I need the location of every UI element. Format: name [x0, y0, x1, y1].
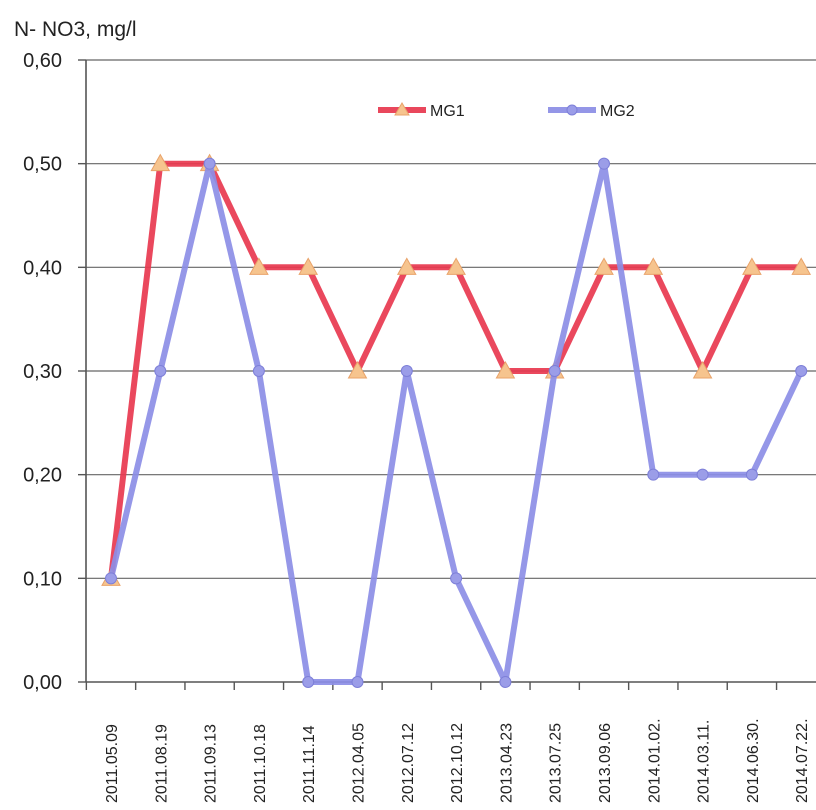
- data-point-mg2: [499, 676, 512, 688]
- data-point-mg1: [150, 153, 171, 172]
- data-point-mg1: [791, 257, 812, 275]
- data-point-mg2: [351, 676, 364, 688]
- x-tick-label: 2011.08.19: [153, 724, 170, 803]
- data-point-mg1: [446, 257, 466, 275]
- data-point-mg1: [396, 257, 417, 275]
- x-tick-label: 2012.04.05: [351, 723, 368, 803]
- x-tick-label: 2011.11.14: [301, 725, 318, 803]
- data-point-mg2: [400, 365, 413, 377]
- x-tick-label: 2012.10.12: [449, 723, 466, 803]
- legend-marker-mg1: [394, 102, 410, 116]
- x-tick-label: 2011.05.09: [104, 724, 121, 803]
- legend-label-mg1: MG1: [430, 103, 465, 120]
- data-point-mg1: [249, 257, 269, 275]
- data-point-mg2: [203, 157, 216, 170]
- data-point-mg1: [347, 360, 368, 379]
- y-axis-ticks: 0,00 0,10 0,20 0,30 0,40 0,50 0,60: [23, 50, 62, 694]
- x-tick-label: 2013.04.23: [498, 723, 515, 803]
- x-tick-label: 2014.07.22.: [794, 718, 811, 803]
- data-point-mg2: [252, 365, 265, 377]
- legend: MG1 MG2: [378, 102, 635, 120]
- y-tick-label: 0,00: [23, 672, 62, 694]
- data-point-mg1: [742, 257, 762, 275]
- y-tick-label: 0,60: [23, 50, 62, 72]
- x-tick-label: 2014.06.30.: [745, 718, 762, 803]
- data-point-mg2: [745, 468, 758, 481]
- y-tick-label: 0,40: [23, 257, 62, 279]
- x-tick-label: 2014.03.11.: [696, 720, 713, 803]
- x-tick-label: 2014.01.02.: [646, 718, 663, 803]
- data-point-mg1: [692, 360, 713, 379]
- y-tick-label: 0,30: [23, 361, 62, 383]
- data-point-mg2: [696, 468, 709, 481]
- data-point-mg1: [495, 360, 516, 379]
- x-tick-label: 2012.07.12: [400, 723, 417, 803]
- series-line-mg2: [108, 160, 805, 685]
- legend-label-mg2: MG2: [600, 103, 635, 120]
- y-tick-label: 0,10: [23, 568, 62, 590]
- x-tick-label: 2011.09.13: [203, 724, 220, 803]
- data-point-mg2: [105, 572, 117, 585]
- y-tick-label: 0,20: [23, 465, 62, 487]
- series-lines: [101, 153, 812, 688]
- data-point-mg2: [450, 572, 463, 585]
- data-point-mg2: [154, 365, 167, 377]
- data-point-mg2: [795, 365, 808, 377]
- x-tick-label: 2011.10.18: [252, 724, 269, 803]
- data-point-mg2: [302, 676, 315, 688]
- data-point-mg2: [548, 365, 561, 377]
- y-tick-label: 0,50: [23, 154, 62, 176]
- data-point-mg2: [598, 157, 610, 170]
- data-point-mg1: [298, 257, 319, 275]
- x-tick-label: 2013.09.06: [597, 723, 614, 803]
- x-axis-ticks: 2011.05.09 2011.08.19 2011.09.13 2011.10.18…: [104, 718, 811, 803]
- y-axis-title: N- NO3, mg/l: [14, 18, 137, 41]
- legend-marker-mg2: [566, 104, 578, 116]
- x-tick-label: 2013.07.25: [548, 723, 565, 803]
- data-point-mg2: [647, 468, 660, 481]
- data-point-mg1: [594, 257, 614, 275]
- data-point-mg1: [643, 257, 664, 275]
